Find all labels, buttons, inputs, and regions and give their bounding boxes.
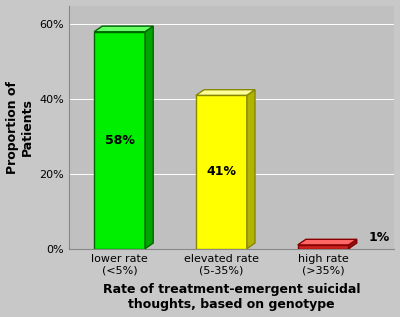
- Bar: [94, 32, 145, 249]
- Bar: [196, 95, 247, 249]
- Y-axis label: Proportion of
Patients: Proportion of Patients: [6, 81, 34, 174]
- X-axis label: Rate of treatment-emergent suicidal
thoughts, based on genotype: Rate of treatment-emergent suicidal thou…: [103, 283, 360, 311]
- Text: 41%: 41%: [206, 165, 236, 178]
- Polygon shape: [298, 239, 357, 245]
- Polygon shape: [196, 90, 255, 95]
- Text: 1%: 1%: [369, 231, 390, 244]
- Polygon shape: [145, 26, 153, 249]
- Text: 58%: 58%: [105, 134, 134, 147]
- Bar: [298, 245, 349, 249]
- Polygon shape: [94, 26, 153, 32]
- Polygon shape: [247, 90, 255, 249]
- Polygon shape: [349, 239, 357, 249]
